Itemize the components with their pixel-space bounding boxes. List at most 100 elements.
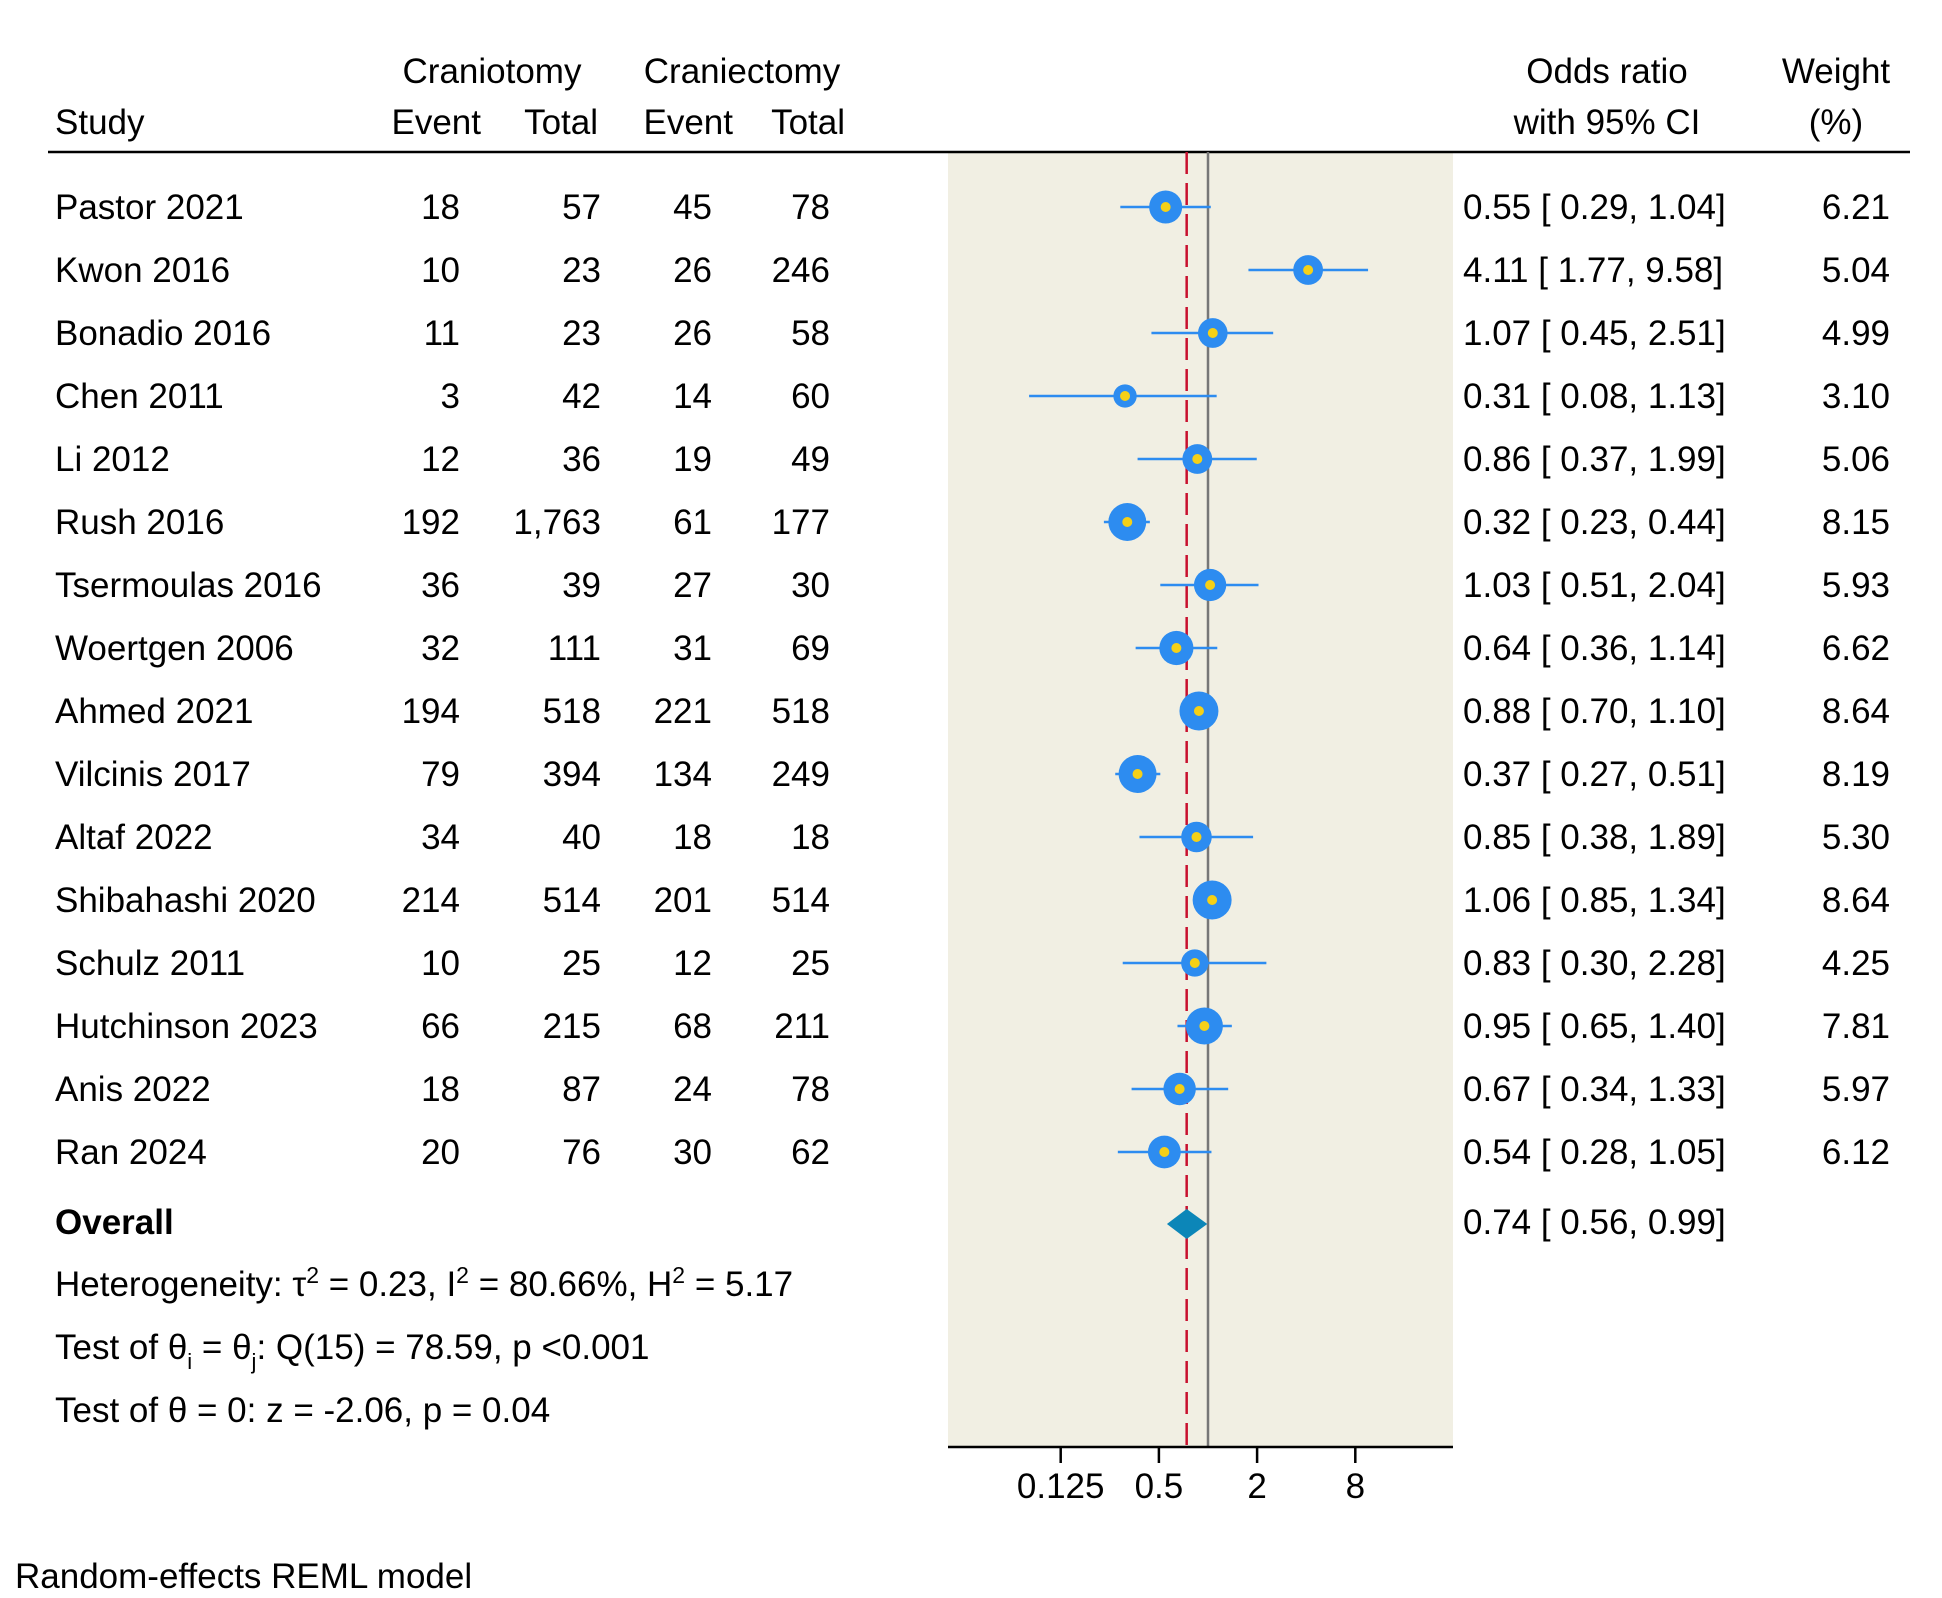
weight-text: 4.99 (1822, 314, 1890, 353)
craniectomy-event: 14 (673, 377, 712, 416)
craniotomy-total: 518 (543, 692, 601, 731)
study-row: Kwon 2016 10 23 26 246 4.11 [ 1.77, 9.58] 5.04 (55, 251, 1890, 290)
craniotomy-event: 36 (421, 566, 460, 605)
craniotomy-event: 32 (421, 629, 460, 668)
craniectomy-total: 25 (791, 944, 830, 983)
study-name: Woertgen 2006 (55, 629, 294, 668)
craniectomy-total: 60 (791, 377, 830, 416)
header-weight-line2: (%) (1809, 103, 1863, 142)
craniotomy-event: 194 (402, 692, 460, 731)
craniotomy-event: 18 (421, 1070, 460, 1109)
study-row: Ran 2024 20 76 30 62 0.54 [ 0.28, 1.05] 6.12 (55, 1133, 1890, 1172)
heterogeneity-text: Heterogeneity: τ2 = 0.23, I2 = 80.66%, H… (55, 1262, 793, 1304)
craniotomy-event: 192 (402, 503, 460, 542)
craniotomy-event: 66 (421, 1007, 460, 1046)
craniotomy-total: 36 (562, 440, 601, 479)
study-name: Altaf 2022 (55, 818, 213, 857)
study-row: Pastor 2021 18 57 45 78 0.55 [ 0.29, 1.04] 6.2… (55, 188, 1890, 227)
craniectomy-event: 18 (673, 818, 712, 857)
craniectomy-event: 30 (673, 1133, 712, 1172)
craniectomy-total: 30 (791, 566, 830, 605)
craniotomy-total: 1,763 (513, 503, 601, 542)
craniectomy-total: 78 (791, 1070, 830, 1109)
craniectomy-event: 61 (673, 503, 712, 542)
craniotomy-total: 57 (562, 188, 601, 227)
or-ci-text: 4.11 [ 1.77, 9.58] (1463, 251, 1723, 290)
craniectomy-total: 78 (791, 188, 830, 227)
header-or-line1: Odds ratio (1526, 52, 1687, 91)
or-ci-text: 0.83 [ 0.30, 2.28] (1463, 944, 1726, 983)
weight-text: 7.81 (1822, 1007, 1890, 1046)
craniectomy-event: 31 (673, 629, 712, 668)
point-center (1120, 391, 1131, 401)
craniectomy-total: 58 (791, 314, 830, 353)
study-row: Bonadio 2016 11 23 26 58 1.07 [ 0.45, 2.51] 4.… (55, 314, 1890, 353)
weight-text: 8.64 (1822, 692, 1890, 731)
header-event-1: Event (392, 103, 482, 142)
point-center (1207, 895, 1218, 905)
weight-text: 6.62 (1822, 629, 1890, 668)
weight-text: 8.15 (1822, 503, 1890, 542)
craniectomy-event: 27 (673, 566, 712, 605)
weight-text: 6.21 (1822, 188, 1890, 227)
craniotomy-total: 42 (562, 377, 601, 416)
plot-panel (948, 152, 1453, 1447)
craniectomy-total: 518 (772, 692, 830, 731)
or-ci-text: 1.03 [ 0.51, 2.04] (1463, 566, 1726, 605)
craniectomy-total: 246 (772, 251, 830, 290)
craniectomy-total: 249 (772, 755, 830, 794)
study-name: Anis 2022 (55, 1070, 211, 1109)
study-row: Shibahashi 2020 214 514 201 514 1.06 [ 0.85, … (55, 880, 1890, 920)
point-center (1122, 517, 1133, 527)
study-name: Bonadio 2016 (55, 314, 271, 353)
or-ci-text: 1.06 [ 0.85, 1.34] (1463, 881, 1726, 920)
craniotomy-total: 514 (543, 881, 601, 920)
header-total-1: Total (524, 103, 598, 142)
study-row: Tsermoulas 2016 36 39 27 30 1.03 [ 0.51, 2.04… (55, 566, 1890, 605)
craniectomy-total: 62 (791, 1133, 830, 1172)
overall-row: Overall 0.74 [ 0.56, 0.99] (55, 1203, 1726, 1242)
study-name: Li 2012 (55, 440, 170, 479)
study-row: Li 2012 12 36 19 49 0.86 [ 0.37, 1.99] 5.06 (55, 440, 1890, 479)
craniectomy-total: 514 (772, 881, 830, 920)
craniectomy-event: 26 (673, 314, 712, 353)
craniectomy-event: 134 (654, 755, 712, 794)
study-row: Hutchinson 2023 66 215 68 211 0.95 [ 0.65, 1.… (55, 1007, 1890, 1046)
header-group2: Craniectomy (644, 52, 841, 91)
or-ci-text: 0.86 [ 0.37, 1.99] (1463, 440, 1726, 479)
header-total-2: Total (771, 103, 845, 142)
craniectomy-event: 45 (673, 188, 712, 227)
header-weight-line1: Weight (1782, 52, 1891, 91)
craniectomy-total: 177 (772, 503, 830, 542)
craniotomy-event: 10 (421, 944, 460, 983)
x-tick-label: 8 (1346, 1467, 1365, 1506)
or-ci-text: 0.95 [ 0.65, 1.40] (1463, 1007, 1726, 1046)
or-ci-text: 0.55 [ 0.29, 1.04] (1463, 188, 1726, 227)
craniectomy-event: 201 (654, 881, 712, 920)
study-rows: Pastor 2021 18 57 45 78 0.55 [ 0.29, 1.04] 6.2… (55, 188, 1890, 1172)
header-group1: Craniotomy (403, 52, 582, 91)
weight-text: 5.04 (1822, 251, 1890, 290)
craniotomy-total: 111 (548, 629, 601, 668)
study-name: Hutchinson 2023 (55, 1007, 318, 1046)
reference-lines (1185, 152, 1210, 1447)
weight-text: 8.64 (1822, 881, 1890, 920)
or-ci-text: 0.88 [ 0.70, 1.10] (1463, 692, 1726, 731)
study-name: Kwon 2016 (55, 251, 230, 290)
point-center (1192, 454, 1203, 464)
craniectomy-event: 19 (673, 440, 712, 479)
point-center (1189, 958, 1200, 968)
study-name: Chen 2011 (55, 377, 224, 416)
weight-text: 6.12 (1822, 1133, 1890, 1172)
weight-text: 5.93 (1822, 566, 1890, 605)
study-name: Vilcinis 2017 (55, 755, 251, 794)
craniotomy-event: 18 (421, 188, 460, 227)
weight-text: 8.19 (1822, 755, 1890, 794)
point-center (1303, 265, 1314, 275)
point-center (1132, 769, 1143, 779)
study-row: Ahmed 2021 194 518 221 518 0.88 [ 0.70, 1.10]… (55, 691, 1890, 731)
test-q-text: Test of θi = θj: Q(15) = 78.59, p <0.001 (55, 1328, 650, 1374)
weight-text: 3.10 (1822, 377, 1890, 416)
point-center (1193, 706, 1204, 716)
